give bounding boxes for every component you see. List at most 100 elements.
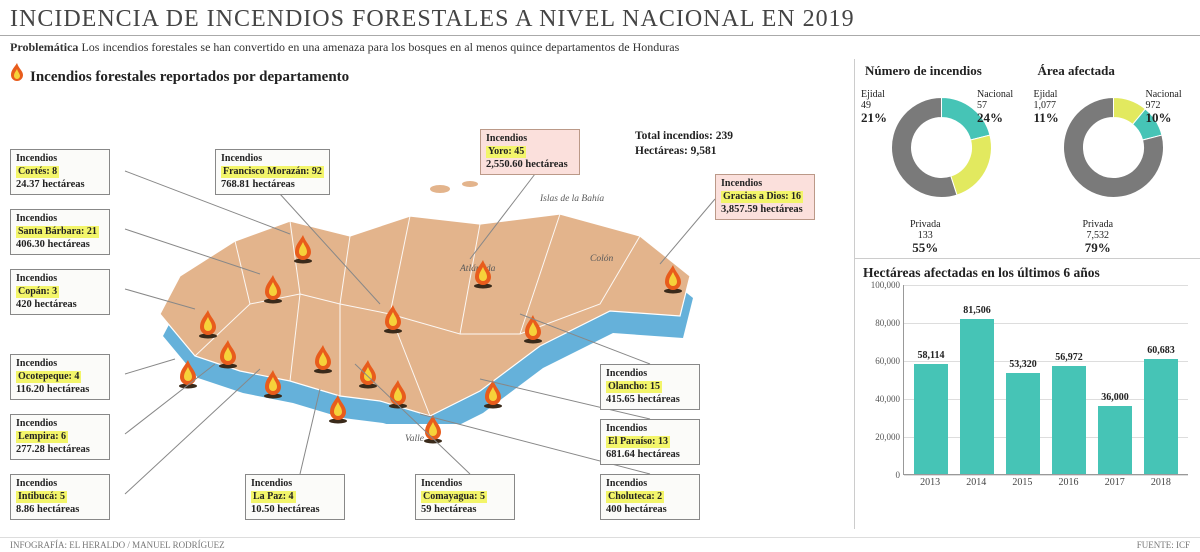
fire-icon <box>660 264 686 294</box>
hectares-value: 681.64 hectáreas <box>606 448 694 461</box>
hectares-value: 768.81 hectáreas <box>221 178 324 191</box>
department-callout: IncendiosIntibucá: 58.86 hectáreas <box>10 474 110 520</box>
department-callout: IncendiosFrancisco Morazán: 92768.81 hec… <box>215 149 330 195</box>
department-callout: IncendiosGracias a Dios: 163,857.59 hect… <box>715 174 815 220</box>
subtitle-text: Los incendios forestales se han converti… <box>78 40 679 54</box>
fire-icon <box>260 274 286 304</box>
bar-value: 60,683 <box>1147 345 1175 356</box>
hectares-value: 10.50 hectáreas <box>251 503 339 516</box>
y-tick: 20,000 <box>864 432 900 442</box>
callout-label: Incendios <box>221 153 324 166</box>
department-name: Francisco Morazán: 92 <box>221 166 324 179</box>
donut-area: Área afectada Ejidal1,07711% Nacional9721… <box>1028 59 1200 258</box>
x-label: 2017 <box>1098 477 1132 488</box>
y-tick: 40,000 <box>864 394 900 404</box>
donut-label: Privada13355% <box>910 219 941 255</box>
callout-label: Incendios <box>721 178 809 191</box>
department-callout: IncendiosCholuteca: 2400 hectáreas <box>600 474 700 520</box>
fire-icon <box>385 379 411 409</box>
footer: INFOGRAFÍA: EL HERALDO / MANUEL RODRÍGUE… <box>0 537 1200 552</box>
fire-icon <box>215 339 241 369</box>
callout-label: Incendios <box>251 478 339 491</box>
department-name: La Paz: 4 <box>251 491 296 504</box>
fire-icon <box>420 414 446 444</box>
hectares-value: 2,550.60 hectáreas <box>486 158 574 171</box>
department-name: Olancho: 15 <box>606 381 662 394</box>
x-label: 2016 <box>1052 477 1086 488</box>
hectares-value: 400 hectáreas <box>606 503 694 516</box>
footer-right: FUENTE: ICF <box>1137 540 1190 550</box>
hectares-value: 415.65 hectáreas <box>606 393 694 406</box>
donut-label: Privada7,53279% <box>1083 219 1114 255</box>
hectares-value: 8.86 hectáreas <box>16 503 104 516</box>
callout-label: Incendios <box>421 478 509 491</box>
department-callout: IncendiosLa Paz: 410.50 hectáreas <box>245 474 345 520</box>
charts-panel: Número de incendios Ejidal4921% Nacional5… <box>855 59 1200 529</box>
callout-label: Incendios <box>16 478 104 491</box>
bar: 36,000 <box>1098 406 1132 474</box>
fire-icon <box>310 344 336 374</box>
hectares-value: 406.30 hectáreas <box>16 238 104 251</box>
donut-incendios: Número de incendios Ejidal4921% Nacional5… <box>855 59 1028 258</box>
bar: 60,683 <box>1144 359 1178 474</box>
donut-label: Nacional97210% <box>1146 89 1182 125</box>
department-callout: IncendiosOlancho: 15415.65 hectáreas <box>600 364 700 410</box>
fire-icon <box>480 379 506 409</box>
totals-line1: Total incendios: 239 <box>635 129 733 144</box>
department-name: Gracias a Dios: 16 <box>721 191 803 204</box>
subtitle: Problemática Los incendios forestales se… <box>0 36 1200 59</box>
x-label: 2018 <box>1144 477 1178 488</box>
department-callout: IncendiosYoro: 452,550.60 hectáreas <box>480 129 580 175</box>
donut1-title: Número de incendios <box>859 63 1024 79</box>
department-callout: IncendiosCopán: 3420 hectáreas <box>10 269 110 315</box>
department-name: Lempira: 6 <box>16 431 68 444</box>
donut-label: Ejidal1,07711% <box>1034 89 1059 125</box>
hectares-value: 420 hectáreas <box>16 298 104 311</box>
map-label: Islas de la Bahía <box>540 194 604 204</box>
fire-icon <box>380 304 406 334</box>
hectares-value: 24.37 hectáreas <box>16 178 104 191</box>
callout-label: Incendios <box>16 358 104 371</box>
department-name: Santa Bárbara: 21 <box>16 226 99 239</box>
flame-icon <box>8 63 26 88</box>
department-callout: IncendiosLempira: 6277.28 hectáreas <box>10 414 110 460</box>
callout-label: Incendios <box>16 273 104 286</box>
callout-label: Incendios <box>606 368 694 381</box>
x-label: 2015 <box>1005 477 1039 488</box>
hectares-value: 3,857.59 hectáreas <box>721 203 809 216</box>
department-callout: IncendiosEl Paraíso: 13681.64 hectáreas <box>600 419 700 465</box>
fire-icon <box>470 259 496 289</box>
department-name: Cortés: 8 <box>16 166 59 179</box>
bar-title: Hectáreas afectadas en los últimos 6 año… <box>863 263 1192 285</box>
donut-label: Ejidal4921% <box>861 89 887 125</box>
y-tick: 0 <box>864 470 900 480</box>
bar-value: 36,000 <box>1101 392 1129 403</box>
department-callout: IncendiosOcotepeque: 4116.20 hectáreas <box>10 354 110 400</box>
map-panel: Incendios forestales reportados por depa… <box>0 59 855 529</box>
y-tick: 60,000 <box>864 356 900 366</box>
subtitle-bold: Problemática <box>10 40 78 54</box>
callout-label: Incendios <box>16 418 104 431</box>
bar-value: 53,320 <box>1009 359 1037 370</box>
y-tick: 100,000 <box>864 280 900 290</box>
donut-label: Nacional5724% <box>977 89 1013 125</box>
bar: 81,506 <box>960 319 994 474</box>
bar: 58,114 <box>914 364 948 474</box>
footer-left: INFOGRAFÍA: EL HERALDO / MANUEL RODRÍGUE… <box>10 540 225 550</box>
hectares-value: 59 hectáreas <box>421 503 509 516</box>
x-label: 2014 <box>959 477 993 488</box>
department-name: El Paraíso: 13 <box>606 436 670 449</box>
fire-icon <box>325 394 351 424</box>
department-name: Copán: 3 <box>16 286 59 299</box>
bar-value: 58,114 <box>918 350 945 361</box>
fire-icon <box>260 369 286 399</box>
callout-label: Incendios <box>16 153 104 166</box>
department-name: Yoro: 45 <box>486 146 526 159</box>
callout-label: Incendios <box>486 133 574 146</box>
map-section-title: Incendios forestales reportados por depa… <box>0 59 854 90</box>
fire-icon <box>290 234 316 264</box>
grid-line <box>904 475 1188 476</box>
callout-label: Incendios <box>16 213 104 226</box>
donut2-title: Área afectada <box>1032 63 1197 79</box>
bar-chart: 020,00040,00060,00080,000100,00058,11481… <box>903 285 1188 475</box>
